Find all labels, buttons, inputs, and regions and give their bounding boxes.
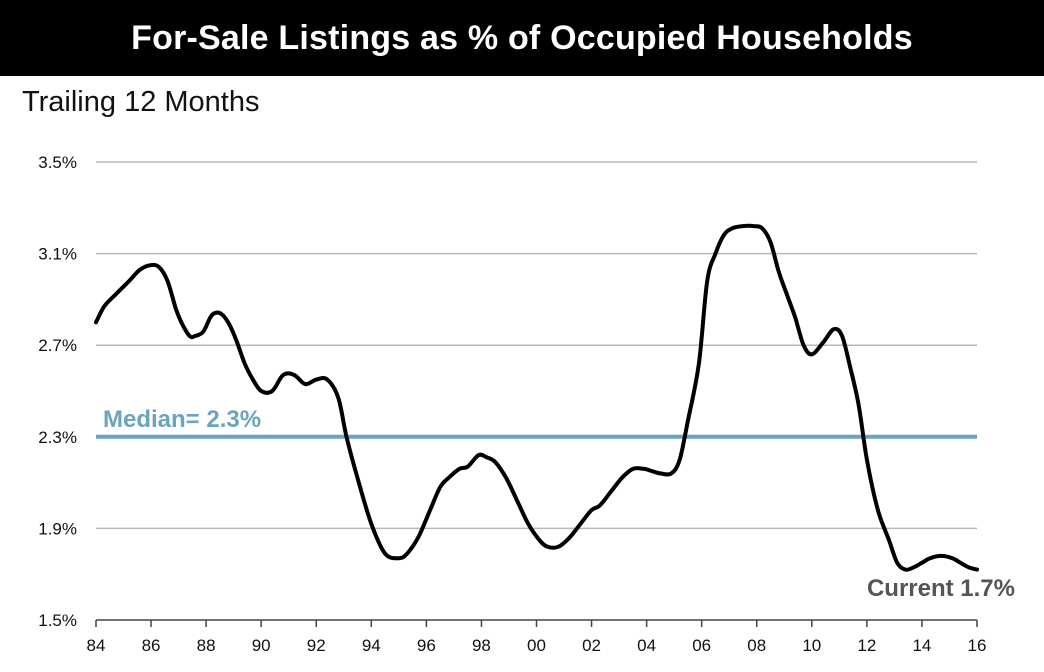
median-label: Median= 2.3% <box>103 406 261 433</box>
x-tick-label: 92 <box>307 636 326 655</box>
y-tick-label: 2.7% <box>38 336 77 355</box>
x-tick-label: 84 <box>87 636 106 655</box>
series-line-listings <box>94 223 979 572</box>
x-tick-label: 00 <box>527 636 546 655</box>
chart-subtitle: Trailing 12 Months <box>22 86 260 118</box>
x-axis <box>95 619 978 627</box>
y-tick-label: 1.5% <box>38 611 77 630</box>
x-tick-label: 02 <box>582 636 601 655</box>
y-tick-label: 3.5% <box>38 153 77 172</box>
current-value-label: Current 1.7% <box>867 575 1015 602</box>
chart-title: For-Sale Listings as % of Occupied House… <box>0 0 1044 76</box>
y-tick-label: 1.9% <box>38 519 77 538</box>
x-tick-label: 12 <box>857 636 876 655</box>
x-tick-label: 06 <box>692 636 711 655</box>
x-tick-label: 88 <box>197 636 216 655</box>
x-tick-label: 14 <box>912 636 931 655</box>
x-tick-label: 94 <box>362 636 381 655</box>
x-axis-tick-labels: 84 86 88 90 92 94 96 98 00 02 04 06 08 10 12 14 16 <box>87 636 987 655</box>
x-tick-label: 86 <box>142 636 161 655</box>
x-tick-label: 08 <box>747 636 766 655</box>
y-tick-label: 3.1% <box>38 245 77 264</box>
x-tick-label: 04 <box>637 636 656 655</box>
y-axis-tick-labels: 1.5% 1.9% 2.3% 2.7% 3.1% 3.5% <box>38 153 77 630</box>
y-tick-label: 2.3% <box>38 428 77 447</box>
x-tick-label: 16 <box>968 636 987 655</box>
x-tick-label: 96 <box>417 636 436 655</box>
x-tick-label: 90 <box>252 636 271 655</box>
x-tick-label: 10 <box>802 636 821 655</box>
x-tick-label: 98 <box>472 636 491 655</box>
